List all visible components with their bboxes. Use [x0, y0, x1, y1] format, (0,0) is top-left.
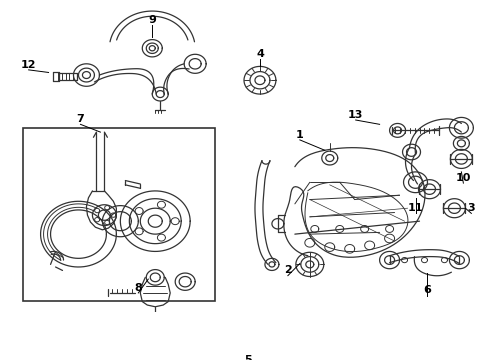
Text: 2: 2 — [284, 265, 291, 275]
Text: 1: 1 — [295, 130, 303, 140]
Text: 12: 12 — [21, 60, 36, 70]
Text: 7: 7 — [77, 114, 84, 124]
Text: 10: 10 — [455, 173, 470, 183]
Text: 6: 6 — [423, 285, 430, 295]
Text: 9: 9 — [148, 15, 156, 25]
Bar — [22, 128, 215, 301]
Text: 8: 8 — [134, 283, 142, 293]
Text: 5: 5 — [244, 355, 251, 360]
Text: 13: 13 — [347, 110, 363, 120]
Text: 3: 3 — [467, 203, 474, 213]
Text: 11: 11 — [407, 203, 423, 213]
Text: 4: 4 — [256, 49, 264, 59]
